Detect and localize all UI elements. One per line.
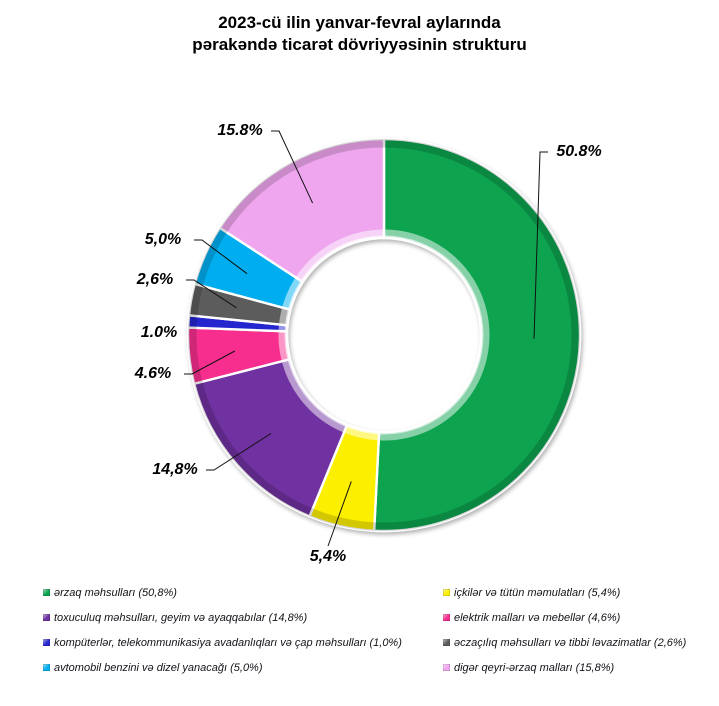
label-leader-lines: [184, 130, 548, 547]
slice-label-1: 5,4%: [309, 548, 347, 565]
legend-swatch-icon: [43, 614, 50, 621]
legend-item: ərzaq məhsulları (50,8%): [43, 587, 402, 599]
legend-item-label: ərzaq məhsulları (50,8%): [54, 587, 177, 599]
legend-item: əczaçılıq məhsulları və tibbi ləvazimatl…: [443, 637, 686, 649]
slice-label-0: 50.8%: [556, 143, 602, 160]
legend-swatch-icon: [43, 589, 50, 596]
legend-column-right: içkilər və tütün məmulatları (5,4%) elekt…: [443, 587, 686, 687]
leader-line-2: [206, 433, 272, 471]
leader-line-1: [327, 481, 352, 547]
legend-item-label: toxuculuq məhsulları, geyim və ayaqqabıl…: [54, 612, 308, 624]
legend-swatch-icon: [443, 589, 450, 596]
donut-slices: [186, 137, 582, 533]
leader-line-3: [184, 350, 236, 375]
leader-line-6: [194, 239, 248, 275]
slice-label-7: 15.8%: [217, 122, 263, 139]
legend-item-label: digər qeyri-ərzaq malları (15,8%): [454, 662, 615, 674]
legend-swatch-icon: [43, 664, 50, 671]
legend-item-label: içkilər və tütün məmulatları (5,4%): [454, 587, 621, 599]
donut-bevel-overlay: [188, 139, 580, 531]
legend-item: içkilər və tütün məmulatları (5,4%): [443, 587, 686, 599]
bevel-ring: [284, 235, 484, 435]
legend-item: avtomobil benzini və dizel yanacağı (5,0…: [43, 662, 402, 674]
chart-title: 2023-cü ilin yanvar-fevral aylarında pər…: [0, 12, 719, 56]
legend-item: elektrik malları və mebellər (4,6%): [443, 612, 686, 624]
slice-label-2: 14,8%: [152, 461, 198, 478]
chart-title-line2: pərakəndə ticarət dövriyyəsinin struktur…: [192, 35, 527, 54]
legend-swatch-icon: [443, 639, 450, 646]
legend-item: digər qeyri-ərzaq malları (15,8%): [443, 662, 686, 674]
bevel-ring: [188, 139, 580, 531]
legend-item: toxuculuq məhsulları, geyim və ayaqqabıl…: [43, 612, 402, 624]
pie-slice-0: [372, 137, 582, 533]
bevel-ring: [278, 229, 490, 441]
legend-column-left: ərzaq məhsulları (50,8%) toxuculuq məhsul…: [43, 587, 402, 687]
leader-line-7: [271, 130, 314, 204]
legend-item: kompüterlər, telekommunikasiya avadanlıq…: [43, 637, 402, 649]
legend-swatch-icon: [443, 664, 450, 671]
slice-label-6: 5,0%: [144, 231, 182, 248]
legend-item-label: avtomobil benzini və dizel yanacağı (5,0…: [54, 662, 263, 674]
slice-label-5: 2,6%: [136, 271, 174, 288]
chart-title-line1: 2023-cü ilin yanvar-fevral aylarında: [218, 13, 501, 32]
legend-swatch-icon: [443, 614, 450, 621]
leader-line-5: [186, 279, 237, 309]
legend-swatch-icon: [43, 639, 50, 646]
legend-item-label: kompüterlər, telekommunikasiya avadanlıq…: [54, 637, 402, 649]
legend-item-label: əczaçılıq məhsulları və tibbi ləvazimatl…: [454, 637, 687, 649]
slice-label-4: 1.0%: [140, 324, 178, 341]
slice-label-3: 4.6%: [134, 365, 172, 382]
leader-line-0: [533, 151, 548, 339]
legend-item-label: elektrik malları və mebellər (4,6%): [454, 612, 621, 624]
